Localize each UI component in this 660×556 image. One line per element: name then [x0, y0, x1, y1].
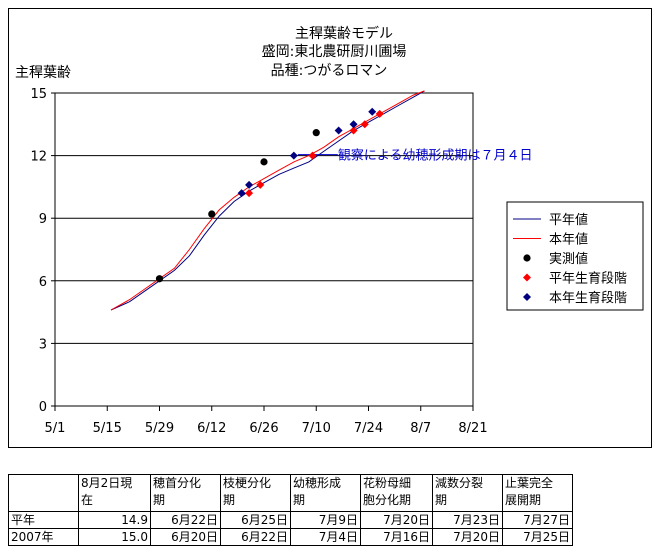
series-line-honnen	[110, 90, 425, 311]
table-header-row: 8月2日現在穂首分化期枝梗分化期幼穂形成期花粉母細 胞分化期 減数分裂期止葉完全 展開…	[8, 474, 573, 512]
legend-swatch-diamond	[523, 293, 531, 301]
heinen-stage-point	[245, 189, 254, 198]
growth-stage-table: 8月2日現在穂首分化期枝梗分化期幼穂形成期花粉母細 胞分化期 減数分裂期止葉完全 展開…	[8, 474, 573, 546]
table-cell: 7月25日	[502, 528, 573, 546]
heinen-stage-point	[256, 180, 265, 189]
table-cell: 7月16日	[360, 528, 433, 546]
legend-label: 平年生育段階	[549, 271, 627, 287]
observed-point	[208, 210, 216, 218]
x-tick-label: 8/21	[458, 421, 487, 436]
honnen-stage-point	[237, 189, 246, 198]
table-header-cell: 花粉母細 胞分化期	[360, 474, 433, 512]
table-cell: 7月20日	[432, 528, 503, 546]
honnen-stage-point	[349, 120, 358, 129]
legend-label: 本年生育段階	[549, 290, 627, 306]
observed-point	[155, 275, 164, 283]
y-tick-label: 0	[39, 400, 47, 415]
table-header-cell	[8, 474, 79, 512]
table-cell: 6月22日	[220, 528, 291, 546]
chart-title-line-3: 品種:つがるロマン	[271, 63, 388, 79]
leaf-age-chart: 主稈葉齢モデル 盛岡:東北農研厨川圃場 品種:つがるロマン 主稈葉齢 0 3 6 9 1…	[15, 25, 644, 436]
honnen-stage-point	[245, 180, 254, 189]
observed-point	[312, 129, 320, 137]
heinen-stage-point	[308, 151, 317, 160]
table-cell: 7月27日	[502, 511, 573, 529]
y-tick-label: 12	[30, 150, 47, 165]
annotation-text: 観察による幼穂形成期は７月４日	[338, 149, 533, 164]
legend-label: 本年値	[549, 232, 588, 248]
legend-label: 平年値	[549, 212, 588, 228]
x-tick-label: 5/15	[93, 421, 122, 436]
table-header-cell: 止葉完全 展開期	[502, 474, 573, 512]
plot-area	[54, 92, 474, 407]
chart-title-line-2: 盛岡:東北農研厨川圃場	[262, 44, 407, 60]
legend-swatch-diamond	[523, 273, 531, 282]
table-header-cell: 枝梗分化期	[220, 474, 291, 512]
table-cell: 6月22日	[150, 511, 221, 529]
honnen-stage-point	[368, 107, 377, 116]
table-cell: 6月25日	[220, 511, 291, 529]
x-tick-label: 7/10	[302, 421, 331, 436]
table-cell: 6月20日	[150, 528, 221, 546]
table-header-cell: 8月2日現在	[78, 474, 151, 512]
table-row: 2007年 15.0 6月20日 6月22日 7月4日 7月16日 7月20日 7月25日	[8, 528, 573, 546]
y-tick-label: 9	[39, 212, 47, 227]
y-axis-label: 主稈葉齢	[15, 65, 71, 81]
legend-swatch-circle	[523, 254, 531, 262]
chart-title-line-1: 主稈葉齢モデル	[295, 25, 393, 42]
chart-area: 主稈葉齢モデル 盛岡:東北農研厨川圃場 品種:つがるロマン 主稈葉齢 0 3 6 9 1…	[8, 8, 652, 448]
x-tick-label: 5/1	[45, 421, 66, 436]
series-line-heinen	[110, 90, 425, 311]
honnen-stage-point	[334, 126, 343, 135]
x-tick-label: 5/29	[145, 421, 174, 436]
honnen-stage-point	[289, 151, 298, 160]
table-cell: 7月9日	[290, 511, 361, 529]
heinen-stage-point	[375, 109, 384, 118]
x-tick-label: 6/12	[197, 421, 226, 436]
table-cell: 14.9	[78, 511, 151, 529]
heinen-stage-point	[360, 120, 369, 129]
observed-point	[260, 158, 268, 166]
y-tick-label: 15	[30, 87, 47, 102]
x-tick-label: 8/7	[410, 421, 431, 436]
table-cell: 7月23日	[432, 511, 503, 529]
table-cell: 平年	[8, 511, 79, 529]
chart-title: 主稈葉齢モデル 盛岡:東北農研厨川圃場 品種:つがるロマン	[262, 25, 407, 79]
table-header-cell: 穂首分化期	[150, 474, 221, 512]
table-header-cell: 幼穂形成期	[290, 474, 361, 512]
table-row: 平年 14.9 6月22日 6月25日 7月9日 7月20日 7月23日 7月27日	[8, 511, 573, 529]
table-header-cell: 減数分裂期	[432, 474, 503, 512]
table-cell: 7月20日	[360, 511, 433, 529]
heinen-stage-point	[349, 126, 358, 135]
table-cell: 15.0	[78, 528, 151, 546]
y-tick-label: 6	[39, 275, 47, 290]
x-tick-label: 6/26	[249, 421, 278, 436]
x-tick-label: 7/24	[354, 421, 383, 436]
table-cell: 2007年	[8, 528, 79, 546]
table-cell: 7月4日	[290, 528, 361, 546]
legend-label: 実測値	[549, 251, 588, 267]
y-tick-label: 3	[39, 337, 47, 352]
